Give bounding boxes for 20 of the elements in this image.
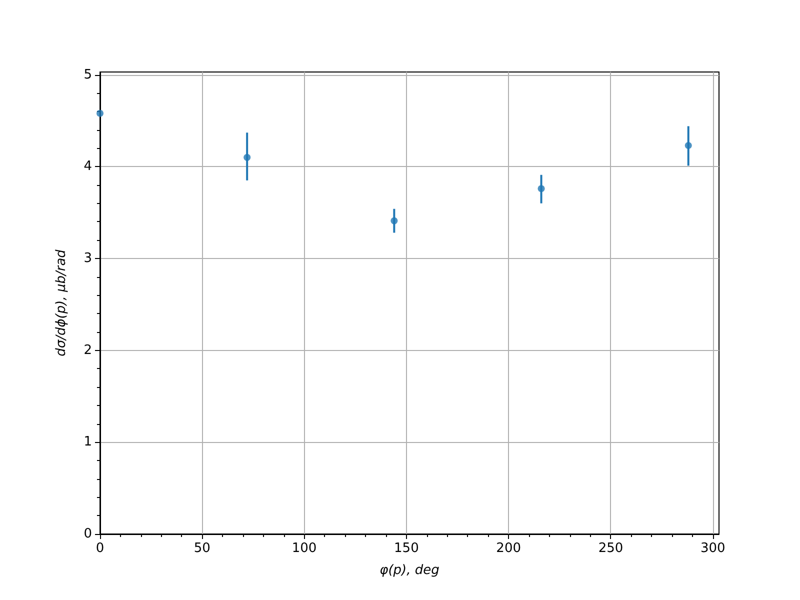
point [538,185,545,192]
x-tick-label: 300 [700,541,726,556]
point [244,154,251,161]
y-tick-label: 5 [84,67,92,82]
y-tick-label: 0 [84,526,92,542]
x-tick-label: 50 [194,541,210,556]
point [96,110,104,117]
y-tick-label: 3 [84,250,92,266]
point [684,142,692,149]
y-tick-label: 4 [84,159,92,174]
x-tick-label: 100 [292,541,317,556]
x-tick-label: 200 [496,541,521,556]
y-tick-label: 1 [84,434,92,450]
y-tick-label: 2 [84,342,92,358]
point [390,217,398,224]
x-tick-label: 0 [96,541,104,556]
x-tick-label: 250 [598,541,624,556]
x-axis-title: φ(p), deg [380,563,440,578]
x-tick-label: 150 [394,541,419,556]
y-axis-title: dσ/dϕ(p), μb/rad [54,248,69,356]
